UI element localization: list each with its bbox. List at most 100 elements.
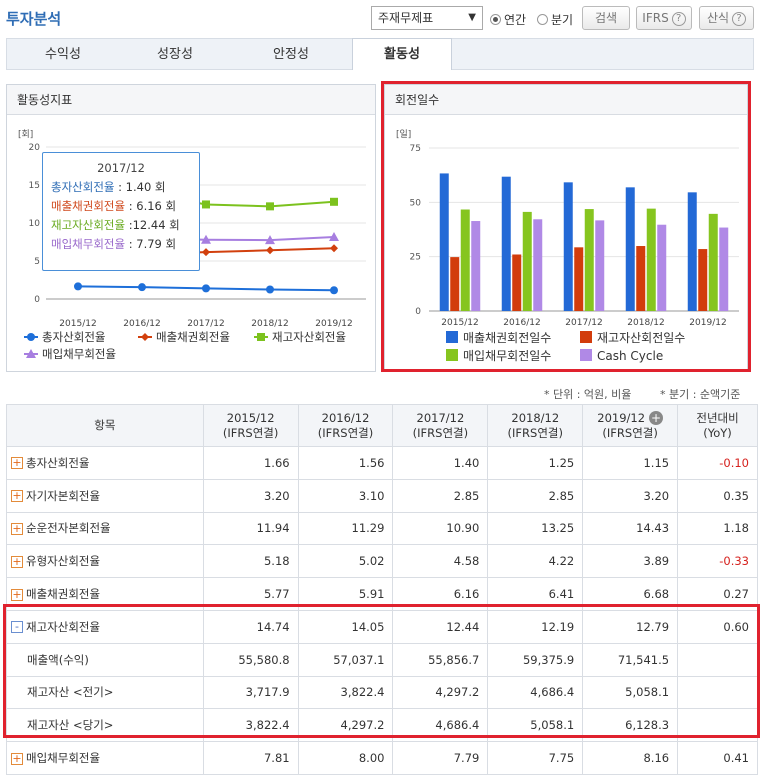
turnover-days-bar-chart: [일] 0 25 50 75 2015/12 2016/12 2017/12 2018/12 20…	[396, 129, 739, 363]
highlight-box	[3, 604, 760, 738]
bar	[698, 249, 708, 311]
y-tick-label: 15	[29, 181, 40, 191]
value-cell: 5.18	[202, 544, 299, 579]
expand-icon[interactable]: +	[11, 751, 23, 765]
expand-icon[interactable]: +	[11, 456, 23, 470]
statement-select-value: 주재무제표	[378, 11, 434, 25]
yoy-cell: 0.35	[677, 478, 758, 513]
value-cell: 5,058.1	[582, 675, 679, 710]
row-label-cell: + 유형자산회전율	[6, 544, 204, 579]
legend-marker	[26, 349, 36, 358]
quarter-note: * 분기 : 순액기준	[660, 388, 741, 401]
bar	[439, 173, 449, 311]
legend-marker	[27, 333, 35, 341]
x-tick-label: 2018/12	[627, 318, 664, 328]
legend-label[interactable]: 재고자산회전율	[272, 330, 346, 344]
collapse-icon[interactable]: -	[11, 621, 23, 634]
radio-annual[interactable]: 연간	[490, 11, 526, 28]
data-point	[266, 246, 274, 255]
row-label-cell: + 매입채무회전율	[6, 741, 204, 775]
tab-activity[interactable]: 활동성	[352, 38, 452, 70]
value-cell: 4.22	[487, 544, 584, 579]
data-point	[266, 285, 274, 294]
data-point	[74, 282, 82, 291]
turnover-days-header: 회전일수	[385, 85, 747, 115]
legend-label[interactable]: Cash Cycle	[597, 349, 663, 363]
y-tick-label: 25	[410, 253, 421, 263]
legend-swatch	[446, 349, 458, 361]
yoy-cell: 1.18	[677, 511, 758, 546]
value-cell: 1.40	[392, 446, 489, 480]
expand-icon[interactable]: +	[11, 489, 23, 503]
y-tick-label: 10	[29, 219, 41, 229]
data-point	[330, 197, 338, 206]
legend-swatch	[446, 331, 458, 343]
value-cell: 13.25	[487, 511, 584, 546]
tooltip-label: 매출채권회전율	[51, 199, 126, 213]
question-icon: ?	[671, 11, 686, 26]
data-point	[265, 235, 275, 245]
formula-help-button[interactable]: 산식?	[699, 6, 754, 30]
x-tick-label: 2017/12	[565, 318, 602, 328]
legend-label[interactable]: 재고자산회전일수	[597, 331, 685, 345]
row-label: 매출채권회전율	[26, 587, 101, 602]
row-label: 재고자산 <당기>	[27, 718, 114, 733]
x-tick-label: 2019/12	[689, 318, 726, 328]
row-label: 총자산회전율	[26, 455, 90, 470]
data-point	[330, 286, 338, 295]
legend-label[interactable]: 매출채권회전율	[156, 330, 230, 344]
search-button[interactable]: 검색	[582, 6, 630, 30]
legend-label[interactable]: 총자산회전율	[42, 330, 105, 344]
period-date: 2019/12	[597, 410, 646, 425]
tab-profitability[interactable]: 수익성	[45, 47, 81, 62]
radio-annual-label: 연간	[504, 13, 527, 27]
legend-swatch	[580, 349, 592, 361]
add-period-icon[interactable]: +	[649, 410, 664, 425]
header-period: 2019/12 + (IFRS연결)	[582, 404, 679, 447]
header-period: 2015/12 (IFRS연결)	[202, 404, 299, 447]
bar	[708, 213, 718, 311]
legend-swatch	[580, 331, 592, 343]
question-icon: ?	[732, 11, 747, 26]
value-cell: 7.75	[487, 741, 584, 775]
legend-label[interactable]: 매입채무회전일수	[463, 349, 551, 363]
activity-indicator-header: 활동성지표	[7, 85, 375, 115]
period-basis: (IFRS연결)	[602, 425, 658, 440]
radio-quarter-label: 분기	[551, 13, 574, 27]
expand-icon[interactable]: +	[11, 587, 23, 601]
ifrs-help-button[interactable]: IFRS?	[636, 6, 692, 30]
tab-stability[interactable]: 안정성	[273, 47, 309, 62]
value-cell: 1.25	[487, 446, 584, 480]
y-tick-label: 20	[29, 143, 41, 153]
tooltip-value: :12.44 회	[128, 218, 180, 232]
radio-quarter[interactable]: 분기	[537, 11, 573, 28]
header-item: 항목	[6, 404, 204, 447]
x-tick-label: 2017/12	[187, 319, 224, 329]
value-cell: 11.29	[297, 511, 394, 546]
table-row: + 순운전자본회전율 11.94 11.29 10.90 13.25 14.43 1.18	[6, 511, 758, 546]
period-date: 2018/12	[511, 410, 560, 425]
row-label: 매입채무회전율	[26, 751, 101, 766]
legend-label[interactable]: 매출채권회전일수	[463, 331, 551, 345]
row-label: 재고자산회전율	[26, 619, 101, 634]
tooltip-row: 재고자산회전율 :12.44 회	[51, 216, 191, 235]
legend-label[interactable]: 매입채무회전율	[42, 347, 116, 361]
tooltip-value: : 7.79 회	[128, 237, 177, 251]
tab-growth[interactable]: 성장성	[157, 47, 193, 62]
expand-icon[interactable]: +	[11, 521, 23, 535]
period-date: 2015/12	[226, 410, 275, 425]
bar	[533, 219, 543, 311]
expand-icon[interactable]: +	[11, 554, 23, 568]
value-cell: 12.44	[392, 609, 489, 644]
value-cell: 4.58	[392, 544, 489, 579]
bar	[471, 221, 481, 311]
bar	[460, 209, 470, 311]
statement-select[interactable]: 주재무제표 ▼	[371, 6, 483, 30]
value-cell: 1.56	[297, 446, 394, 480]
tooltip-row: 총자산회전율 : 1.40 회	[51, 178, 191, 197]
value-cell: 2.85	[487, 478, 584, 513]
table-row: + 유형자산회전율 5.18 5.02 4.58 4.22 3.89 -0.33	[6, 544, 758, 579]
x-tick-label: 2015/12	[59, 319, 96, 329]
value-cell: 3.10	[297, 478, 394, 513]
period-date: 2016/12	[321, 410, 370, 425]
